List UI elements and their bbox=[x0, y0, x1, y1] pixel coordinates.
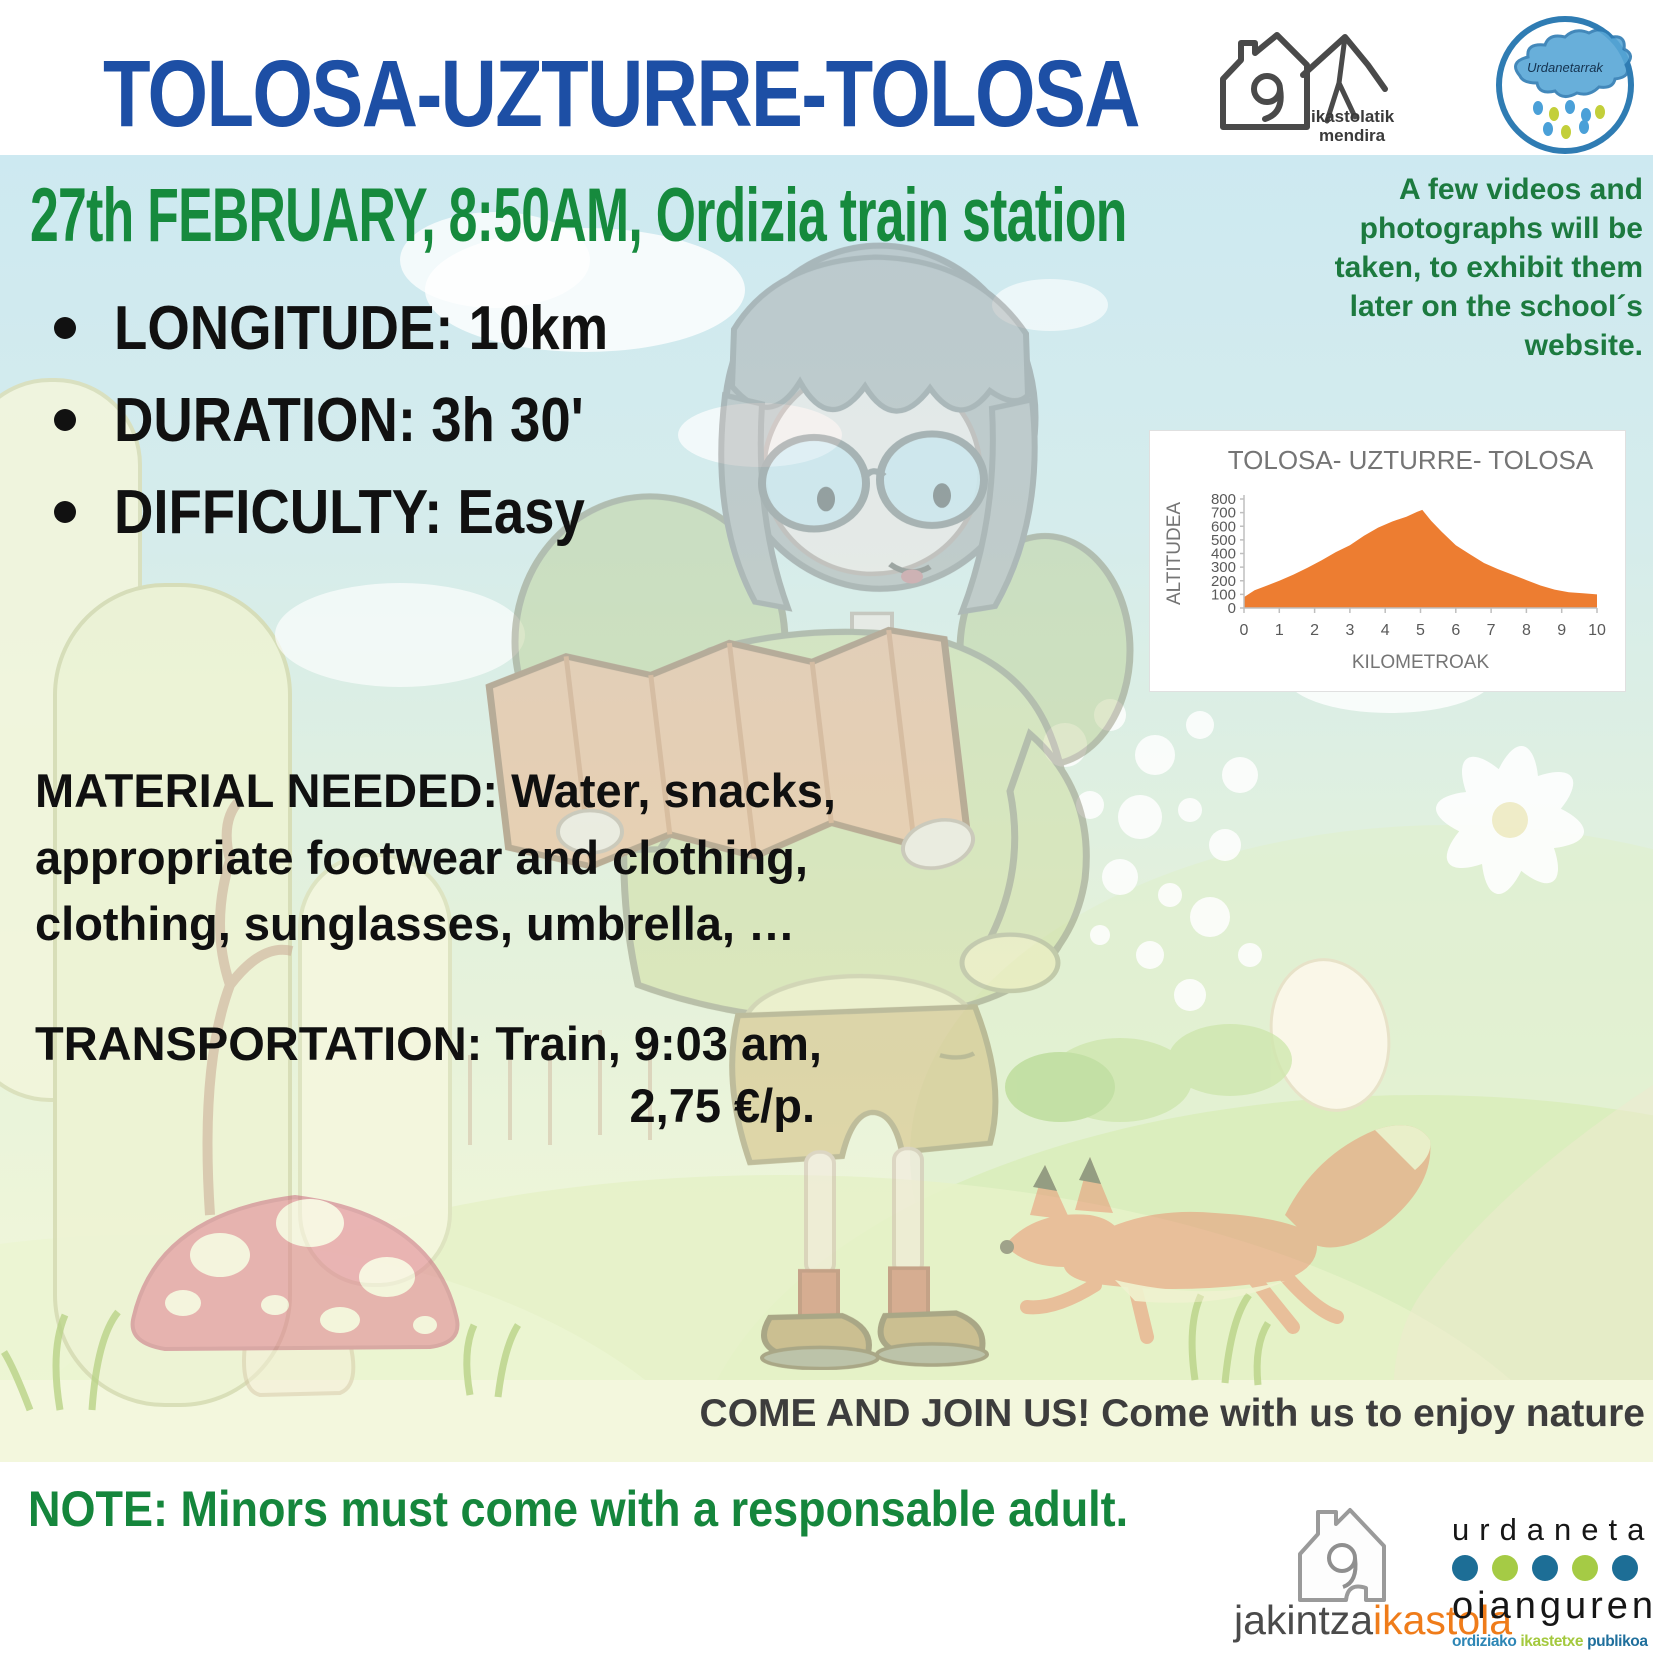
white-flowers bbox=[1043, 699, 1262, 1011]
list-item-longitude: LONGITUDE: 10km bbox=[40, 282, 676, 374]
fox-illustration bbox=[1000, 1125, 1431, 1344]
bullet-icon bbox=[54, 317, 76, 339]
hiker-illustration bbox=[485, 242, 1134, 1371]
list-item-duration: DURATION: 3h 30' bbox=[40, 374, 676, 466]
jacket bbox=[620, 628, 1075, 1024]
grass-tufts bbox=[1, 1292, 1272, 1412]
svg-text:200: 200 bbox=[1211, 573, 1236, 590]
material-needed-text: MATERIAL NEEDED: Water, snacks, appropri… bbox=[35, 764, 836, 951]
ikastolatik-mendira-logo: ikastolatik mendira bbox=[1220, 32, 1395, 145]
bushes bbox=[1005, 1024, 1292, 1122]
urdaneta-dots-icon bbox=[1452, 1555, 1652, 1581]
badge-cloud-icon bbox=[1514, 28, 1632, 98]
trail-path bbox=[1393, 1085, 1653, 1462]
urdaneta-word: urdaneta bbox=[1452, 1512, 1653, 1547]
jakintza-wordmark: jakintzaikastola bbox=[1234, 1597, 1512, 1644]
svg-text:400: 400 bbox=[1211, 546, 1236, 563]
media-permission-note: A few videos and photographs will be tak… bbox=[1334, 173, 1643, 362]
trees-left bbox=[0, 378, 652, 1407]
pinwheel-flower-icon bbox=[1436, 746, 1584, 894]
badge-raindrops-icon bbox=[1533, 100, 1605, 139]
svg-text:100: 100 bbox=[1211, 586, 1236, 603]
transportation-text: TRANSPORTATION: Train, 9:03 am, bbox=[35, 1017, 822, 1070]
house-icon bbox=[1220, 32, 1310, 130]
svg-text:3: 3 bbox=[1345, 622, 1354, 639]
hair bbox=[721, 242, 1039, 592]
svg-text:700: 700 bbox=[1211, 505, 1236, 522]
svg-text:600: 600 bbox=[1211, 518, 1236, 535]
mendira-logo-text-1: ikastolatik bbox=[1311, 107, 1395, 126]
bullet-icon bbox=[54, 501, 76, 523]
svg-text:10: 10 bbox=[1588, 622, 1606, 639]
illustration-background bbox=[0, 155, 1653, 1462]
svg-text:TOLOSA- UZTURRE- TOLOSA: TOLOSA- UZTURRE- TOLOSA bbox=[1228, 445, 1594, 475]
svg-text:KILOMETROAK: KILOMETROAK bbox=[1352, 652, 1490, 673]
svg-text:4: 4 bbox=[1381, 622, 1390, 639]
list-item-difficulty: DIFFICULTY: Easy bbox=[40, 466, 676, 558]
shorts bbox=[729, 1004, 999, 1166]
transportation-price: 2,75 €/p. bbox=[629, 1079, 816, 1132]
map-icon bbox=[485, 626, 971, 870]
ikastola-word: ikastola bbox=[1373, 1597, 1513, 1643]
mountain-icon bbox=[1300, 34, 1388, 92]
svg-text:0: 0 bbox=[1228, 600, 1236, 617]
urdanetarrak-badge-logo: Urdanetarrak bbox=[1496, 16, 1634, 154]
svg-text:6: 6 bbox=[1451, 622, 1460, 639]
svg-text:5: 5 bbox=[1416, 622, 1425, 639]
elevation-profile-card: 0 100 200 300 400 500 600 700 800 0 1 2 3 4 5 6 7 8 9 10 TOL… bbox=[1149, 430, 1626, 692]
oianguren-word: oianguren bbox=[1452, 1585, 1653, 1627]
cta-text: COME AND JOIN US! Come with us to enjoy … bbox=[699, 1392, 1645, 1435]
mushroom-illustration bbox=[130, 1194, 460, 1398]
svg-text:ALTITUDEA: ALTITUDEA bbox=[1164, 502, 1185, 605]
event-details-list: LONGITUDE: 10km DURATION: 3h 30' DIFFICU… bbox=[40, 282, 676, 558]
jakintza-house-icon bbox=[1298, 1508, 1386, 1602]
svg-text:7: 7 bbox=[1487, 622, 1496, 639]
urdaneta-oianguren-logo: urdaneta oianguren ordiziako ikastetxe p… bbox=[1452, 1512, 1653, 1651]
scene-art bbox=[0, 212, 1653, 1462]
badge-text: Urdanetarrak bbox=[1527, 60, 1604, 75]
svg-text:2: 2 bbox=[1310, 622, 1319, 639]
svg-text:800: 800 bbox=[1211, 491, 1236, 508]
svg-text:9: 9 bbox=[1557, 622, 1566, 639]
svg-text:500: 500 bbox=[1211, 532, 1236, 549]
urdaneta-tagline: ordiziako ikastetxe publikoa bbox=[1452, 1633, 1648, 1650]
mendira-logo-text-2: mendira bbox=[1319, 126, 1386, 145]
svg-text:8: 8 bbox=[1522, 622, 1531, 639]
bullet-icon bbox=[54, 409, 76, 431]
minors-note: NOTE: Minors must come with a responsabl… bbox=[28, 1481, 1129, 1537]
glasses-icon bbox=[758, 430, 988, 533]
event-datetime-heading: 27th FEBRUARY, 8:50AM, Ordizia train sta… bbox=[30, 173, 1127, 258]
svg-text:300: 300 bbox=[1211, 559, 1236, 576]
svg-text:0: 0 bbox=[1240, 622, 1249, 639]
bare-tree-icon bbox=[202, 796, 294, 1216]
svg-text:1: 1 bbox=[1275, 622, 1284, 639]
page-title: TOLOSA-UZTURRE-TOLOSA bbox=[103, 41, 1141, 147]
jakintza-word: jakintza bbox=[1234, 1597, 1374, 1643]
